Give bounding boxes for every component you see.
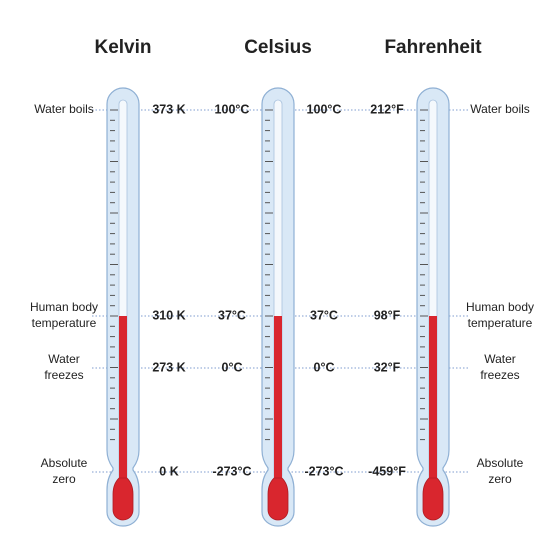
value-label: 98°F: [374, 308, 401, 322]
side-label: zero: [488, 472, 512, 486]
value-label: 0°C: [222, 360, 243, 374]
side-label: zero: [52, 472, 76, 486]
value-label: 37°C: [218, 308, 246, 322]
value-label: 0°C: [314, 360, 335, 374]
value-label: 310 K: [152, 308, 185, 322]
value-label: 100°C: [307, 102, 342, 116]
side-label: Human body: [30, 300, 98, 314]
scale-title: Fahrenheit: [384, 37, 482, 58]
value-label: 100°C: [215, 102, 250, 116]
side-label: Water: [484, 352, 516, 366]
side-label: freezes: [480, 368, 519, 382]
side-label: temperature: [468, 316, 533, 330]
value-label: -459°F: [368, 464, 406, 478]
bulb: [267, 477, 289, 521]
mercury: [429, 316, 437, 486]
value-label: -273°C: [212, 464, 251, 478]
value-label: 32°F: [374, 360, 401, 374]
side-label: Water: [48, 352, 80, 366]
mercury: [119, 316, 127, 486]
value-label: -273°C: [304, 464, 343, 478]
side-label: Water boils: [470, 102, 530, 116]
scale-title: Celsius: [244, 37, 312, 58]
side-label: Absolute: [477, 456, 524, 470]
side-label: Absolute: [41, 456, 88, 470]
thermometer: [261, 87, 295, 527]
value-label: 0 K: [159, 464, 178, 478]
value-label: 212°F: [370, 102, 404, 116]
value-label: 273 K: [152, 360, 185, 374]
side-label: temperature: [32, 316, 97, 330]
bulb: [422, 477, 444, 521]
mercury: [274, 316, 282, 486]
thermometer: [416, 87, 450, 527]
value-label: 37°C: [310, 308, 338, 322]
side-label: Water boils: [34, 102, 94, 116]
bulb: [112, 477, 134, 521]
value-label: 373 K: [152, 102, 185, 116]
side-label: freezes: [44, 368, 83, 382]
scale-title: Kelvin: [94, 37, 151, 58]
thermometer: [106, 87, 140, 527]
side-label: Human body: [466, 300, 534, 314]
